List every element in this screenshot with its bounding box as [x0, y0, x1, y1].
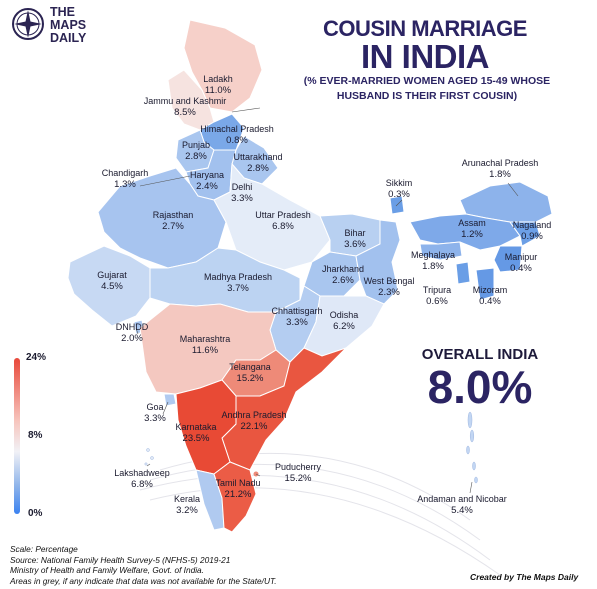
region-label: Maharashtra 11.6%	[179, 334, 231, 356]
region-label: Puducherry 15.2%	[274, 462, 322, 484]
region-label: Uttarakhand 2.8%	[233, 152, 283, 174]
region-label: Tripura 0.6%	[422, 285, 452, 307]
region-meghalaya	[419, 241, 463, 261]
region-label: Jharkhand 2.6%	[321, 264, 365, 286]
brand-logo-text: THE MAPS DAILY	[50, 6, 110, 45]
region-label: Rajasthan 2.7%	[152, 210, 194, 232]
logo-line: THE	[50, 5, 75, 19]
region-label: Ladakh 11.0%	[203, 74, 233, 96]
region-label: Nagaland 0.9%	[512, 220, 552, 242]
region-label: Lakshadweep 6.8%	[114, 468, 170, 490]
credit-text: Created by The Maps Daily	[470, 572, 579, 582]
label-leader-lines	[135, 107, 519, 494]
footer-source: Source: National Family Health Survey-5 …	[10, 554, 231, 565]
region-label: Haryana 2.4%	[189, 170, 225, 192]
region-mizoram	[475, 267, 495, 301]
region-andaman-and-nicobar	[466, 411, 478, 484]
region-label: Manipur 0.4%	[504, 252, 538, 274]
region-label: DNHDD 2.0%	[115, 322, 149, 344]
region-label: Chandigarh 1.3%	[101, 168, 149, 190]
footer-ministry: Ministry of Health and Family Welfare, G…	[10, 565, 204, 575]
scale-mid-label: 8%	[28, 430, 43, 441]
region-label: Andaman and Nicobar 5.4%	[417, 494, 507, 516]
region-label: Meghalaya 1.8%	[410, 250, 456, 272]
region-nagaland	[509, 221, 541, 247]
color-scale-bar	[14, 358, 20, 514]
region-label: Odisha 6.2%	[329, 310, 359, 332]
region-uttar-pradesh	[213, 162, 331, 271]
region-label: Mizoram 0.4%	[472, 285, 508, 307]
footer-notes: Scale: Percentage Source: National Famil…	[10, 544, 340, 586]
region-label: Chhattisgarh 3.3%	[271, 306, 323, 328]
region-label: Arunachal Pradesh 1.8%	[461, 158, 539, 180]
overall-india-label: OVERALL INDIA	[421, 346, 539, 363]
region-gujarat	[67, 245, 151, 327]
region-label: Tamil Nadu 21.2%	[215, 478, 261, 500]
overall-india-value: 8.0%	[427, 361, 533, 413]
region-goa	[163, 393, 177, 407]
region-karnataka	[175, 379, 237, 475]
region-label: Punjab 2.8%	[181, 140, 211, 162]
region-label: Uttar Pradesh 6.8%	[255, 210, 311, 232]
region-label: West Bengal 2.3%	[363, 276, 415, 298]
title-line-2: IN INDIA	[361, 38, 490, 75]
region-label: Sikkim 0.3%	[385, 178, 413, 200]
logo-line: MAPS	[50, 18, 87, 32]
region-label: Jammu and Kashmir 8.5%	[143, 96, 227, 118]
footer-scale: Scale: Percentage	[10, 544, 78, 554]
region-label: Assam 1.2%	[458, 218, 486, 240]
region-label: Goa 3.3%	[144, 402, 166, 424]
region-manipur	[493, 245, 523, 273]
region-lakshadweep	[144, 448, 154, 466]
scale-min-label: 0%	[28, 508, 43, 519]
region-label: Gujarat 4.5%	[97, 270, 127, 292]
region-andhra-pradesh	[221, 347, 347, 471]
region-label: Himachal Pradesh 0.8%	[200, 124, 274, 146]
region-label: Karnataka 23.5%	[175, 422, 217, 444]
region-label: Telangana 15.2%	[229, 362, 271, 384]
region-label: Andhra Pradesh 22.1%	[221, 410, 287, 432]
region-assam	[409, 213, 521, 251]
scale-max-label: 24%	[26, 352, 47, 363]
region-tripura	[455, 261, 471, 285]
region-label: Bihar 3.6%	[344, 228, 366, 250]
title-line-1: COUSIN MARRIAGE	[323, 16, 527, 41]
compass-logo-icon	[12, 8, 44, 40]
footer-grey-note: Areas in grey, if any indicate that data…	[10, 575, 277, 586]
region-tamil-nadu	[213, 461, 257, 533]
region-label: Kerala 3.2%	[173, 494, 200, 516]
subtitle: (% EVER-MARRIED WOMEN AGED 15-49 WHOSE H…	[303, 75, 551, 102]
region-label: Delhi 3.3%	[231, 182, 253, 204]
logo-line: DAILY	[50, 31, 87, 45]
region-label: Madhya Pradesh 3.7%	[203, 272, 273, 294]
